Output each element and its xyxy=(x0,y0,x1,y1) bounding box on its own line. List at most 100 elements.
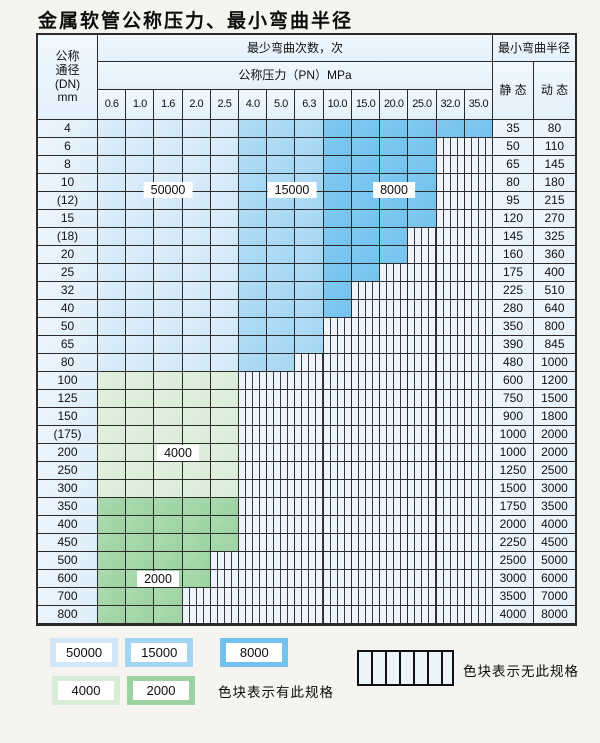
pn-cell-no-spec xyxy=(267,408,296,426)
pn-cell-spec xyxy=(126,606,155,624)
static-radius-cell: 35 xyxy=(492,120,534,138)
pn-cell-no-spec xyxy=(239,534,268,552)
pn-cell-spec xyxy=(295,210,324,228)
pn-cell-no-spec xyxy=(295,408,324,426)
dn-cell: 65 xyxy=(38,336,98,354)
pn-cell-spec xyxy=(267,318,296,336)
pn-cell-spec xyxy=(126,300,155,318)
cycle-block-label: 8000 xyxy=(373,182,415,198)
pn-cell-no-spec xyxy=(408,606,437,624)
pn-cell-no-spec xyxy=(464,498,493,516)
pn-cell-no-spec xyxy=(295,498,324,516)
pn-cell-spec xyxy=(210,138,240,156)
static-radius-cell: 175 xyxy=(492,264,534,282)
pn-cell-spec xyxy=(154,552,183,570)
pn-cell-spec xyxy=(380,246,409,264)
pn-cell-spec xyxy=(182,300,211,318)
pn-cell-spec xyxy=(98,192,127,210)
dn-cell: 700 xyxy=(38,588,98,606)
pn-cell-spec xyxy=(267,354,296,372)
pn-cell-no-spec xyxy=(408,516,437,534)
pn-cell-no-spec xyxy=(464,372,493,390)
pn-cell-no-spec xyxy=(408,408,437,426)
pn-cell-no-spec xyxy=(267,498,296,516)
dynamic-radius-cell: 6000 xyxy=(533,570,575,588)
dn-cell: 100 xyxy=(38,372,98,390)
pn-column-header: 4.0 xyxy=(239,90,268,120)
dynamic-radius-cell: 325 xyxy=(533,228,575,246)
dn-cell: 32 xyxy=(38,282,98,300)
pn-cell-spec xyxy=(351,210,381,228)
pn-cell-no-spec xyxy=(380,408,409,426)
pn-cell-no-spec xyxy=(380,516,409,534)
pn-cell-spec xyxy=(182,336,211,354)
static-radius-cell: 600 xyxy=(492,372,534,390)
pn-cell-spec xyxy=(323,120,352,138)
pn-cell-no-spec xyxy=(380,444,409,462)
pn-column-header: 35.0 xyxy=(464,90,493,120)
pn-column-header: 2.0 xyxy=(182,90,211,120)
static-radius-cell: 65 xyxy=(492,156,534,174)
pn-cell-spec xyxy=(239,264,268,282)
dynamic-radius-cell: 7000 xyxy=(533,588,575,606)
dn-cell: 10 xyxy=(38,174,98,192)
legend-swatch-15000: 15000 xyxy=(125,638,194,667)
pn-column-header: 6.3 xyxy=(295,90,324,120)
pn-cell-no-spec xyxy=(464,318,493,336)
pn-cell-spec xyxy=(351,228,381,246)
pn-cell-no-spec xyxy=(436,138,465,156)
dynamic-radius-cell: 1200 xyxy=(533,372,575,390)
pn-cell-spec xyxy=(295,282,324,300)
pn-cell-no-spec xyxy=(436,408,465,426)
static-radius-cell: 480 xyxy=(492,354,534,372)
pn-cell-spec xyxy=(210,480,240,498)
pn-cell-spec xyxy=(98,318,127,336)
pn-cell-no-spec xyxy=(436,570,465,588)
pn-cell-no-spec xyxy=(380,552,409,570)
pn-cell-no-spec xyxy=(239,588,268,606)
pn-cell-spec xyxy=(182,426,211,444)
static-radius-cell: 4000 xyxy=(492,606,534,624)
pn-cell-no-spec xyxy=(267,516,296,534)
pn-cell-no-spec xyxy=(436,516,465,534)
static-radius-cell: 280 xyxy=(492,300,534,318)
pn-cell-spec xyxy=(154,318,183,336)
dn-cell: 40 xyxy=(38,300,98,318)
pn-cell-no-spec xyxy=(464,606,493,624)
legend-swatch-4000: 4000 xyxy=(52,676,120,705)
pn-cell-spec xyxy=(126,426,155,444)
pn-cell-no-spec xyxy=(210,588,240,606)
pn-cell-no-spec xyxy=(239,516,268,534)
pn-cell-no-spec xyxy=(380,318,409,336)
pn-cell-no-spec xyxy=(239,408,268,426)
pressure-header: 公称压力（PN）MPa xyxy=(98,62,493,90)
pn-cell-spec xyxy=(464,120,493,138)
cycle-block-label: 50000 xyxy=(143,182,193,198)
pn-cell-spec xyxy=(182,570,211,588)
dn-cell: 4 xyxy=(38,120,98,138)
pn-cell-spec xyxy=(295,318,324,336)
pn-cell-spec xyxy=(239,318,268,336)
dynamic-radius-cell: 800 xyxy=(533,318,575,336)
pn-cell-spec xyxy=(126,498,155,516)
pn-cell-no-spec xyxy=(464,210,493,228)
pn-cell-no-spec xyxy=(408,534,437,552)
pn-cell-no-spec xyxy=(239,606,268,624)
hatch-legend-note: 色块表示无此规格 xyxy=(463,664,579,679)
pn-cell-spec xyxy=(210,516,240,534)
pn-cell-no-spec xyxy=(380,354,409,372)
pn-cell-spec xyxy=(210,264,240,282)
pn-cell-no-spec xyxy=(323,534,352,552)
pn-cell-no-spec xyxy=(323,606,352,624)
pn-cell-no-spec xyxy=(295,588,324,606)
pn-cell-no-spec xyxy=(351,570,381,588)
pn-cell-no-spec xyxy=(239,480,268,498)
pn-cell-no-spec xyxy=(436,552,465,570)
legend-swatch-8000: 8000 xyxy=(220,638,289,667)
pn-cell-no-spec xyxy=(295,462,324,480)
pn-cell-no-spec xyxy=(380,372,409,390)
pn-cell-spec xyxy=(267,246,296,264)
pn-cell-no-spec xyxy=(408,318,437,336)
pn-cell-spec xyxy=(239,336,268,354)
pn-cell-no-spec xyxy=(436,318,465,336)
